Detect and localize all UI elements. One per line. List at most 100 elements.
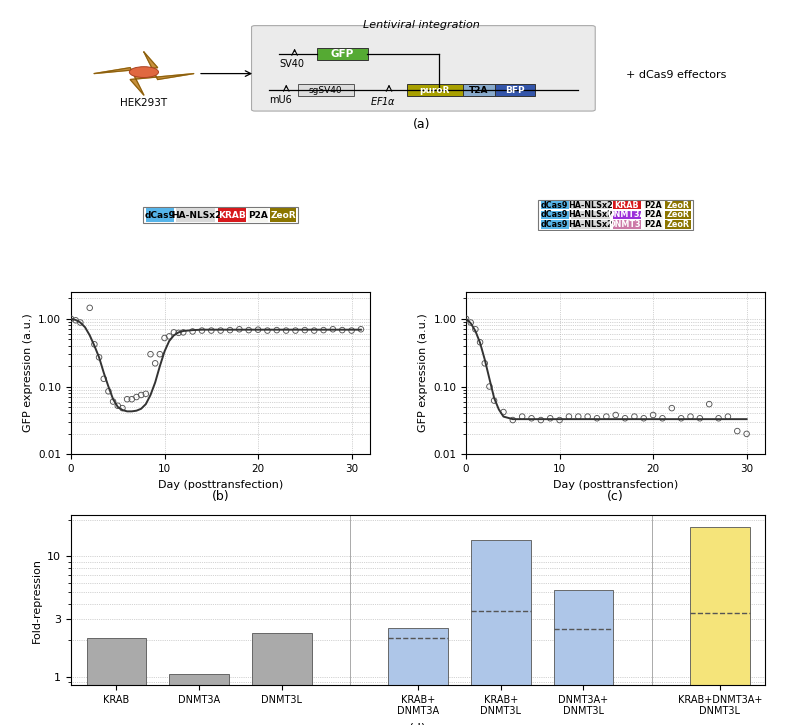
Point: [107, 396, 119, 407]
Point: [553, 414, 566, 426]
Point: [215, 325, 227, 336]
Text: + dCas9 effectors: + dCas9 effectors: [626, 70, 727, 80]
Text: mU6: mU6: [269, 96, 292, 105]
Point: [740, 428, 753, 439]
Text: P2A: P2A: [645, 210, 662, 220]
Bar: [170, 674, 229, 725]
Bar: [571, 220, 611, 229]
X-axis label: Day (posttransfection): Day (posttransfection): [553, 479, 679, 489]
Point: [684, 411, 697, 423]
Point: [563, 411, 575, 423]
Text: (b): (b): [211, 490, 230, 503]
Text: puroR: puroR: [420, 86, 450, 94]
Point: [465, 317, 477, 328]
Bar: [665, 220, 691, 229]
Point: [186, 326, 199, 337]
Point: [507, 414, 519, 426]
FancyBboxPatch shape: [252, 25, 595, 111]
Point: [675, 413, 687, 424]
Text: ZeoR: ZeoR: [271, 211, 296, 220]
Text: EF1$\alpha$: EF1$\alpha$: [369, 96, 396, 107]
Point: [97, 373, 110, 384]
Point: [619, 413, 631, 424]
Point: [460, 313, 473, 325]
Text: HA-NLSx2: HA-NLSx2: [569, 201, 613, 210]
FancyBboxPatch shape: [298, 84, 353, 96]
Text: ZeoR: ZeoR: [667, 220, 690, 229]
Bar: [218, 208, 246, 222]
Ellipse shape: [129, 67, 159, 78]
Bar: [571, 201, 611, 210]
Bar: [644, 201, 663, 210]
X-axis label: Day (posttransfection): Day (posttransfection): [158, 479, 283, 489]
Point: [93, 352, 106, 363]
Point: [346, 325, 358, 336]
Point: [609, 409, 622, 420]
Point: [144, 349, 157, 360]
Point: [516, 411, 529, 423]
Point: [289, 325, 301, 336]
Point: [591, 413, 604, 424]
Bar: [644, 220, 663, 229]
Point: [242, 324, 255, 336]
Point: [731, 426, 743, 437]
Text: SV40: SV40: [279, 59, 305, 70]
Point: [638, 413, 650, 424]
FancyBboxPatch shape: [495, 84, 535, 96]
Point: [581, 411, 594, 423]
Point: [125, 394, 138, 405]
Bar: [540, 220, 569, 229]
Text: dCas9: dCas9: [144, 211, 175, 220]
Point: [102, 386, 114, 397]
Point: [298, 324, 311, 336]
Point: [177, 326, 189, 338]
Point: [88, 339, 101, 350]
Text: (d): (d): [409, 723, 427, 725]
Point: [154, 349, 166, 360]
Text: ZeoR: ZeoR: [667, 210, 690, 220]
Point: [84, 302, 96, 314]
Bar: [644, 211, 663, 219]
Bar: [249, 208, 268, 222]
Bar: [145, 208, 174, 222]
Bar: [665, 201, 691, 210]
Point: [336, 324, 349, 336]
Polygon shape: [94, 52, 194, 95]
Point: [703, 398, 716, 410]
Text: (c): (c): [608, 490, 624, 503]
Text: DNMT3A: DNMT3A: [608, 210, 646, 220]
Bar: [540, 201, 569, 210]
Point: [647, 409, 660, 420]
Point: [572, 411, 585, 423]
Point: [69, 315, 82, 326]
Point: [317, 324, 330, 336]
Point: [280, 325, 293, 336]
Text: DNMT3L: DNMT3L: [608, 220, 645, 229]
Point: [544, 413, 556, 424]
Bar: [613, 201, 641, 210]
Point: [135, 389, 148, 401]
Point: [74, 317, 87, 328]
Bar: [571, 211, 611, 219]
Text: Lentiviral integration: Lentiviral integration: [363, 20, 480, 30]
Point: [628, 411, 641, 423]
Point: [712, 413, 725, 424]
Text: GFP: GFP: [331, 49, 354, 59]
FancyBboxPatch shape: [317, 49, 368, 59]
Point: [308, 325, 320, 336]
Point: [163, 331, 175, 342]
Point: [535, 414, 548, 426]
Bar: [613, 211, 641, 219]
FancyBboxPatch shape: [407, 84, 462, 96]
Bar: [252, 633, 312, 725]
Point: [271, 324, 283, 336]
Point: [167, 326, 180, 338]
Point: [224, 324, 237, 336]
Text: sgSV40: sgSV40: [309, 86, 342, 94]
Point: [722, 411, 735, 423]
Point: [261, 325, 274, 336]
Text: (a): (a): [413, 118, 430, 131]
Y-axis label: Fold-repression: Fold-repression: [32, 558, 42, 642]
Point: [483, 381, 495, 392]
Bar: [665, 211, 691, 219]
